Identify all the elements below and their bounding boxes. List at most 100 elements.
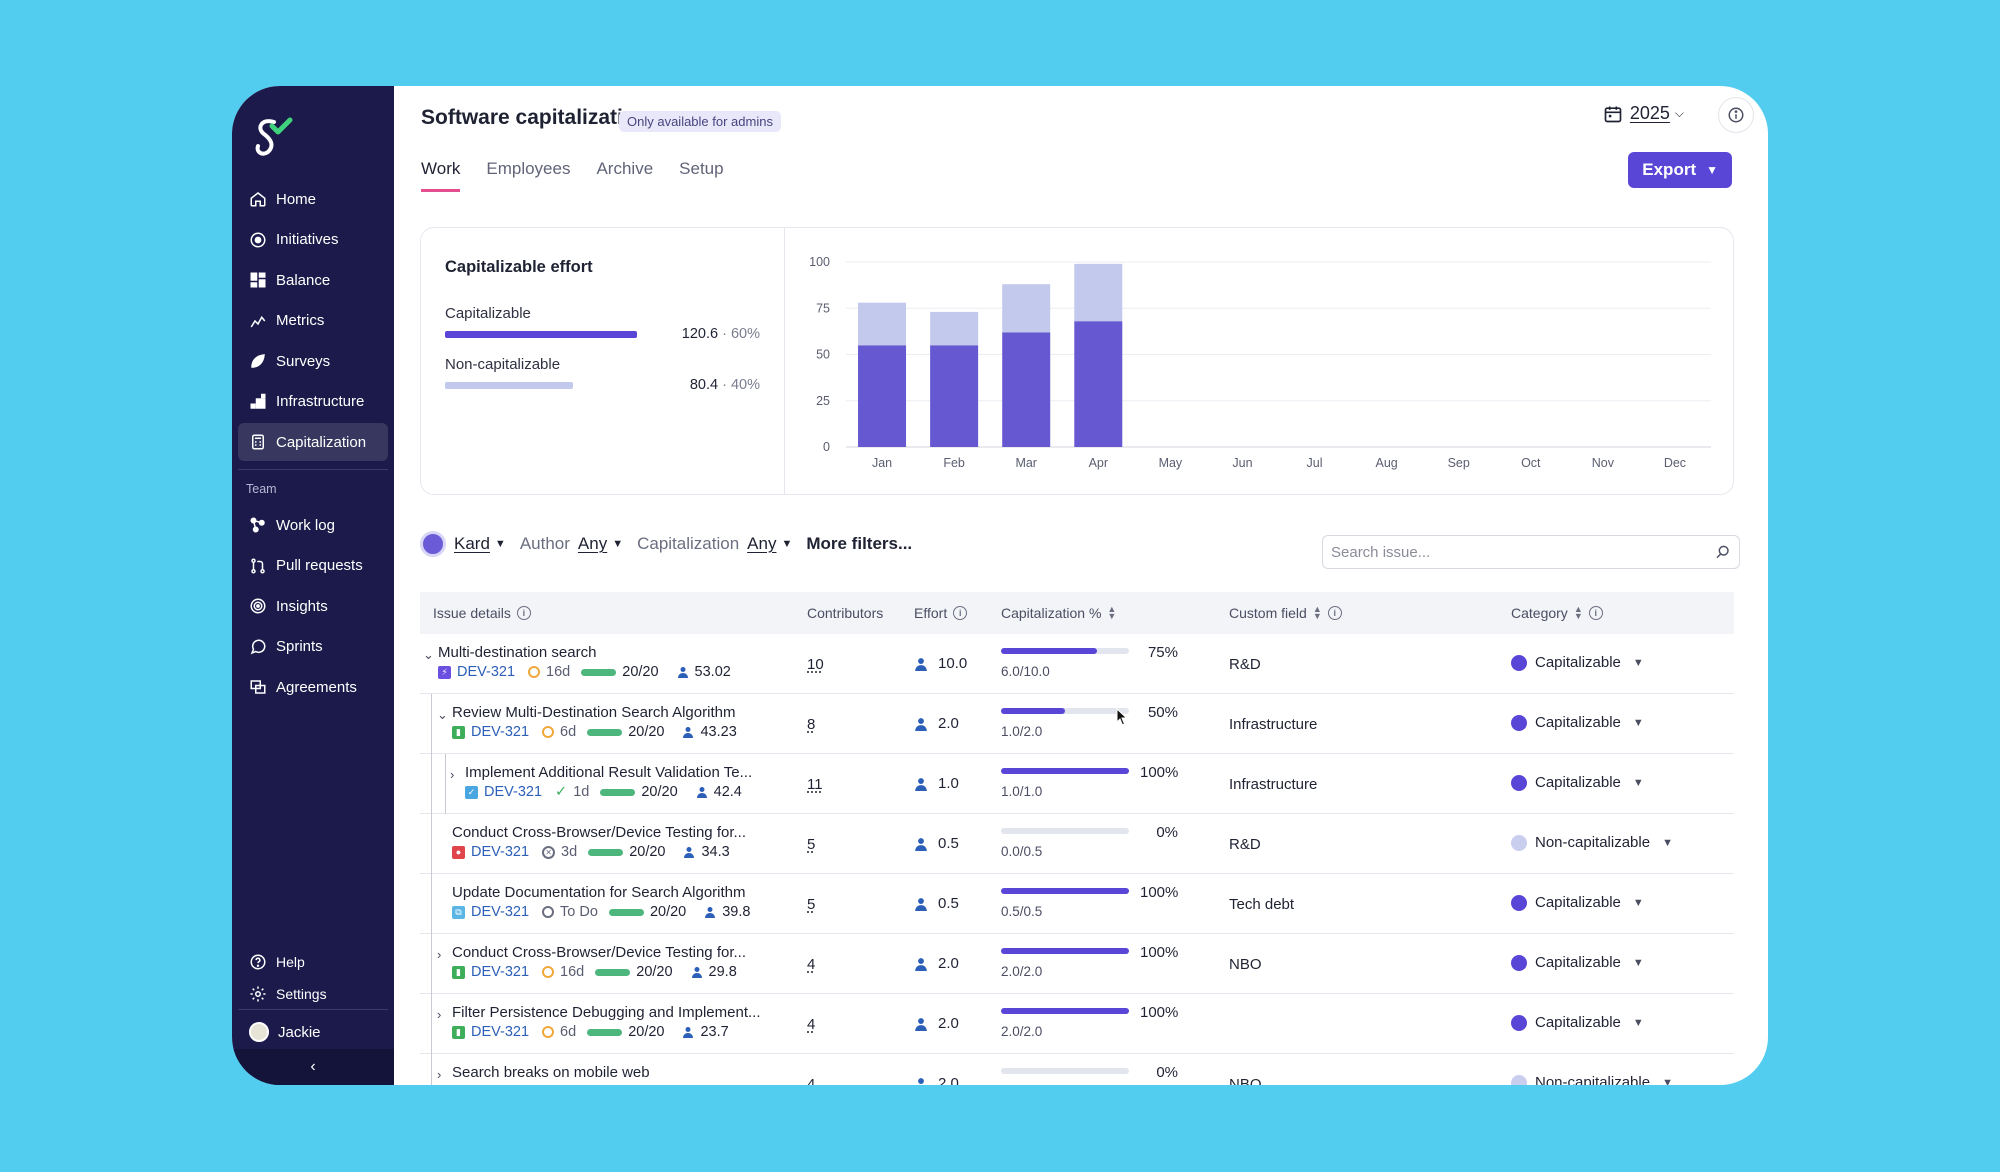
search-input[interactable] xyxy=(1331,543,1691,561)
info-icon[interactable]: i xyxy=(516,606,531,620)
chevron-down-icon[interactable]: ⌄ xyxy=(423,647,434,662)
category-select[interactable]: Non-capitalizable ▼ xyxy=(1511,834,1673,851)
sidebar-item-metrics[interactable]: Metrics xyxy=(238,302,388,340)
category-select[interactable]: Non-capitalizable ▼ xyxy=(1511,1074,1673,1085)
contributors-count[interactable]: 10 xyxy=(807,656,824,673)
sidebar-item-pull-requests[interactable]: Pull requests xyxy=(238,547,388,585)
sidebar-item-sprints[interactable]: Sprints xyxy=(238,628,388,666)
issue-title[interactable]: Multi-destination search xyxy=(438,644,597,661)
team-filter[interactable]: Kard xyxy=(454,534,490,553)
issue-title[interactable]: Conduct Cross-Browser/Device Testing for… xyxy=(452,944,747,961)
sidebar-item-insights[interactable]: Insights xyxy=(238,587,388,625)
category-select[interactable]: Capitalizable ▼ xyxy=(1511,1014,1644,1031)
tab-employees[interactable]: Employees xyxy=(486,159,571,178)
issue-title[interactable]: Implement Additional Result Validation T… xyxy=(465,764,753,781)
category-select[interactable]: Capitalizable ▼ xyxy=(1511,894,1644,911)
collapse-sidebar-button[interactable]: ‹ xyxy=(232,1049,394,1085)
tab-work[interactable]: Work xyxy=(421,159,461,192)
user-menu[interactable]: Jackie xyxy=(238,1009,388,1051)
sidebar-item-work-log[interactable]: Work log xyxy=(238,506,388,544)
bar-apr-series-0[interactable] xyxy=(1074,321,1123,447)
sidebar-item-home[interactable]: Home xyxy=(238,180,388,218)
issue-title[interactable]: Conduct Cross-Browser/Device Testing for… xyxy=(452,824,747,841)
bar-mar-series-0[interactable] xyxy=(1002,332,1051,447)
table-row[interactable]: ⌄ Multi-destination search ⚡ DEV-321 16d 20/2… xyxy=(420,634,1734,694)
bar-mar-series-1[interactable] xyxy=(1002,284,1051,333)
sidebar-item-agreements[interactable]: Agreements xyxy=(238,668,388,706)
sidebar-item-surveys[interactable]: Surveys xyxy=(238,342,388,380)
header-label: Effort xyxy=(914,605,948,621)
tab-archive[interactable]: Archive xyxy=(596,159,654,178)
issue-key[interactable]: DEV-321 xyxy=(471,904,530,920)
bar-jan-series-1[interactable] xyxy=(858,302,907,346)
issue-title[interactable]: Review Multi-Destination Search Algorith… xyxy=(452,704,736,721)
non-capitalizable-value: 80.4 · 40% xyxy=(689,377,760,393)
issue-key[interactable]: DEV-321 xyxy=(471,1024,530,1040)
sort-icon[interactable]: ▲ ▼ xyxy=(1573,604,1583,621)
sort-icon[interactable]: ▲ ▼ xyxy=(1107,604,1117,621)
tab-setup[interactable]: Setup xyxy=(679,159,724,178)
issue-title[interactable]: Search breaks on mobile web xyxy=(452,1064,650,1081)
sidebar-item-settings[interactable]: Settings xyxy=(238,978,388,1010)
category-select[interactable]: Capitalizable ▼ xyxy=(1511,954,1644,971)
contributors-count[interactable]: 11 xyxy=(807,776,823,793)
contributors-count[interactable]: 5 xyxy=(807,836,816,853)
issue-key[interactable]: DEV-321 xyxy=(471,964,530,980)
contributors-count[interactable]: 8 xyxy=(807,716,816,733)
sidebar-item-capitalization[interactable]: Capitalization xyxy=(238,423,388,461)
header-category[interactable]: Category ▲ ▼ i xyxy=(1511,605,1603,621)
sidebar-item-help[interactable]: Help xyxy=(238,946,388,978)
export-button[interactable]: Export ▼ xyxy=(1628,152,1732,188)
chevron-right-icon[interactable]: › xyxy=(450,767,455,782)
table-row[interactable]: › Search breaks on mobile web 4 2.0 0% NBO Non… xyxy=(420,1054,1734,1085)
sidebar-item-initiatives[interactable]: Initiatives xyxy=(238,221,388,259)
app-logo[interactable] xyxy=(246,112,296,162)
year-selector[interactable]: 2025 ⌵ xyxy=(1603,103,1684,124)
chevron-right-icon[interactable]: › xyxy=(437,1067,442,1082)
table-row[interactable]: › Filter Persistence Debugging and Implem… xyxy=(420,994,1734,1054)
header-custom-field[interactable]: Custom field ▲ ▼ i xyxy=(1229,605,1342,621)
issue-key[interactable]: DEV-321 xyxy=(484,784,543,800)
more-filters-button[interactable]: More filters... xyxy=(806,534,913,553)
category-select[interactable]: Capitalizable ▼ xyxy=(1511,714,1644,731)
search-icon[interactable] xyxy=(1715,544,1731,560)
chevron-down-icon[interactable]: ⌄ xyxy=(437,707,448,722)
person-icon xyxy=(683,727,694,738)
header-capitalization[interactable]: Capitalization % ▲ ▼ xyxy=(1001,604,1117,622)
bar-jan-series-0[interactable] xyxy=(858,345,907,447)
sidebar-item-infrastructure[interactable]: Infrastructure xyxy=(238,383,388,421)
contributors-count[interactable]: 4 xyxy=(807,956,816,973)
bar-feb-series-0[interactable] xyxy=(930,345,979,447)
sort-icon[interactable]: ▲ ▼ xyxy=(1312,604,1322,621)
category-select[interactable]: Capitalizable ▼ xyxy=(1511,774,1644,791)
chevron-down-icon: ▼ xyxy=(1662,1076,1673,1086)
issue-key[interactable]: DEV-321 xyxy=(471,724,530,740)
bar-apr-series-1[interactable] xyxy=(1074,263,1123,322)
contributors-count[interactable]: 4 xyxy=(807,1016,816,1033)
table-row[interactable]: Conduct Cross-Browser/Device Testing for… xyxy=(420,814,1734,874)
category-select[interactable]: Capitalizable ▼ xyxy=(1511,654,1644,671)
table-row[interactable]: › Conduct Cross-Browser/Device Testing fo… xyxy=(420,934,1734,994)
chevron-down-icon: ▼ xyxy=(1632,1016,1644,1029)
info-icon[interactable]: i xyxy=(1588,606,1603,620)
capitalization-filter[interactable]: Any xyxy=(747,534,777,553)
bar-feb-series-1[interactable] xyxy=(930,311,979,346)
table-row[interactable]: ⌄ Review Multi-Destination Search Algorit… xyxy=(420,694,1734,754)
chevron-right-icon[interactable]: › xyxy=(437,947,442,962)
table-row[interactable]: › Implement Additional Result Validation … xyxy=(420,754,1734,814)
info-icon[interactable]: i xyxy=(1327,606,1342,620)
issue-title[interactable]: Filter Persistence Debugging and Impleme… xyxy=(452,1004,761,1021)
chevron-right-icon[interactable]: › xyxy=(437,1007,442,1022)
author-filter[interactable]: Any xyxy=(577,534,608,553)
issue-key[interactable]: DEV-321 xyxy=(471,844,530,860)
table-row[interactable]: Update Documentation for Search Algorith… xyxy=(420,874,1734,934)
issue-title[interactable]: Update Documentation for Search Algorith… xyxy=(452,884,746,901)
issue-key[interactable]: DEV-321 xyxy=(457,664,516,680)
sidebar-item-user[interactable]: Jackie xyxy=(238,1016,388,1048)
info-icon[interactable]: i xyxy=(953,606,968,620)
calculator-icon xyxy=(249,433,267,451)
sidebar-item-balance[interactable]: Balance xyxy=(238,261,388,299)
info-button[interactable] xyxy=(1718,97,1754,133)
contributors-count[interactable]: 4 xyxy=(807,1076,816,1085)
contributors-count[interactable]: 5 xyxy=(807,896,816,913)
